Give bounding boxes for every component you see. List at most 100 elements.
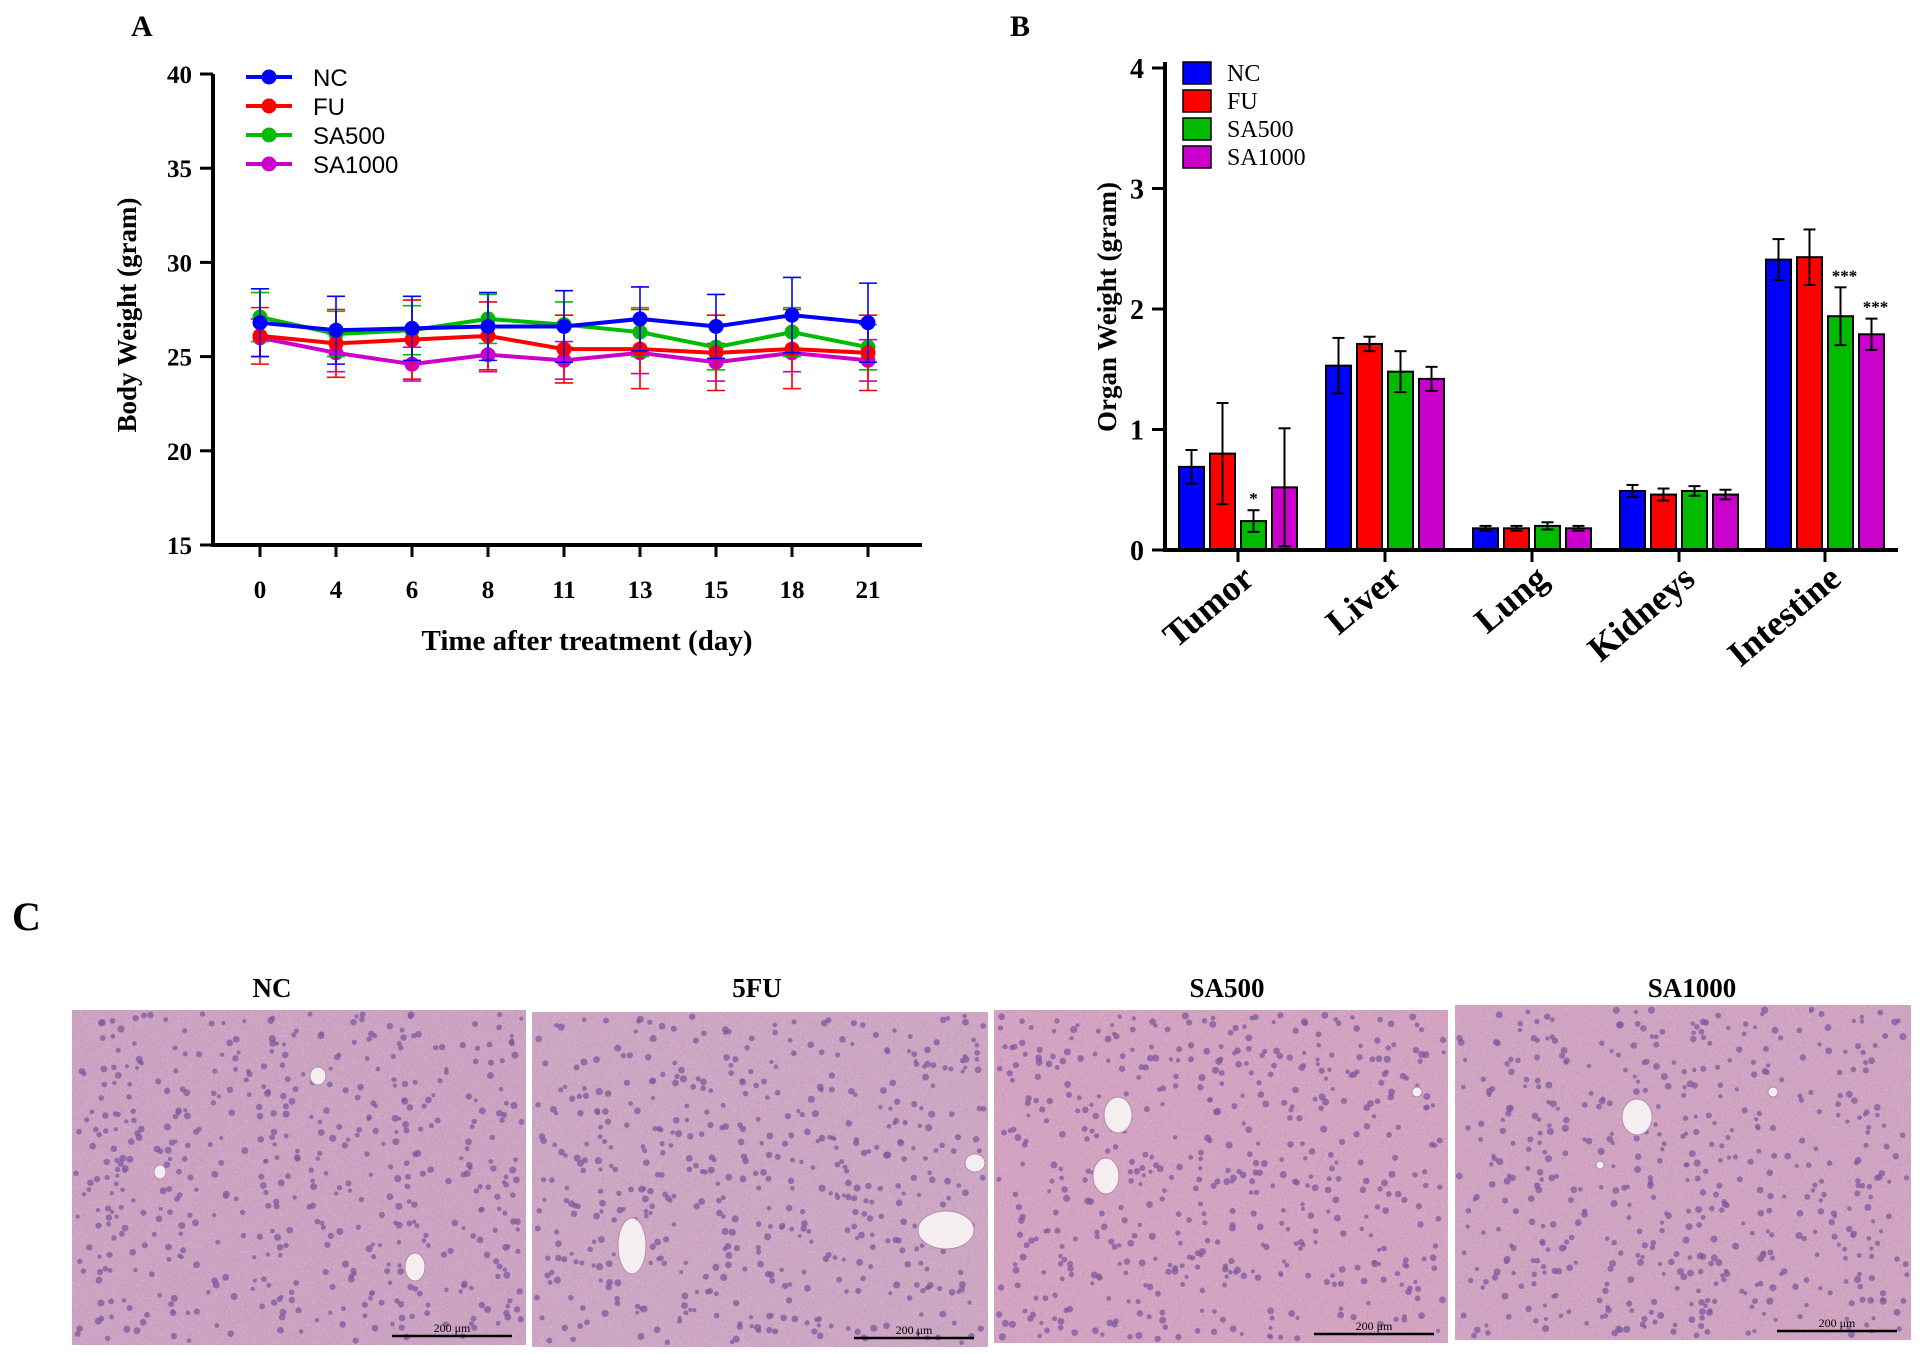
bar-kidneys-sa500 (1681, 489, 1708, 551)
histology-image-5fu: 5FU 200 μm (532, 973, 988, 1347)
legend-swatch-sa500 (1182, 117, 1212, 141)
body-weight-y-ticks: 15 20 25 30 35 40 (167, 62, 213, 560)
y-tick-label: 2 (1130, 295, 1144, 326)
data-point (404, 320, 420, 336)
blood-vessel (1103, 1096, 1133, 1134)
x-tick-label: 21 (856, 577, 881, 604)
histology-label: NC (253, 973, 292, 1003)
x-tick-label: 13 (628, 577, 653, 604)
legend-label-sa500: SA500 (313, 123, 385, 150)
y-tick-label: 1 (1130, 416, 1144, 447)
category-label-tumor: Tumor (1155, 557, 1261, 655)
bar-kidneys-nc (1619, 489, 1646, 551)
data-point (784, 307, 800, 323)
legend-swatch-sa1000 (1182, 145, 1212, 169)
data-point (480, 318, 496, 334)
data-point (708, 318, 724, 334)
panel-a-letter: A (131, 10, 153, 43)
body-weight-y-label: Body Weight (gram) (112, 198, 142, 433)
category-label-kidneys: Kidneys (1580, 557, 1702, 669)
bar-group-lung (1472, 521, 1592, 552)
bar-liver-sa500 (1387, 370, 1414, 551)
blood-vessel (1092, 1157, 1120, 1195)
body-weight-series-marks (251, 276, 877, 392)
data-point (252, 315, 268, 331)
blood-vessel (153, 1164, 167, 1180)
legend-marker-nc (261, 69, 277, 85)
bar-intestine-sa1000 (1858, 333, 1885, 551)
histology-image-nc: NC 200 μm (72, 973, 526, 1345)
y-tick-label: 25 (167, 345, 192, 372)
significance-marker: *** (1863, 298, 1889, 317)
bar-liver-fu (1356, 342, 1383, 551)
scale-bar-label: 200 μm (1356, 1319, 1393, 1333)
legend-marker-sa1000 (261, 156, 277, 172)
bar-kidneys-sa1000 (1712, 493, 1739, 552)
blood-vessel (917, 1210, 975, 1250)
series-nc (251, 276, 877, 365)
histology-label: 5FU (732, 973, 782, 1003)
category-label-intestine: Intestine (1720, 557, 1848, 674)
bar-group-kidneys (1619, 483, 1739, 552)
bar-liver-nc (1325, 364, 1352, 552)
cell-nuclei (996, 1011, 1447, 1343)
blood-vessel (1621, 1098, 1653, 1136)
y-tick-label: 35 (167, 156, 192, 183)
x-tick-label: 8 (482, 577, 495, 604)
legend-label-nc: NC (313, 65, 348, 92)
y-tick-label: 4 (1130, 54, 1144, 85)
y-tick-label: 3 (1130, 175, 1144, 206)
bar-group-liver (1325, 335, 1445, 552)
legend-label-fu: FU (1227, 89, 1258, 115)
histology-panel: NC 200 μm 5FU 200 μm SA500 200 μm SA1000 200 μm (72, 973, 1911, 1347)
category-label-liver: Liver (1318, 557, 1408, 642)
organ-weight-y-ticks: 0 1 2 3 4 (1130, 54, 1165, 567)
y-tick-label: 30 (167, 250, 192, 277)
bar-intestine-sa500 (1827, 315, 1854, 552)
data-point (632, 311, 648, 327)
data-point (860, 315, 876, 331)
legend-swatch-fu (1182, 89, 1212, 113)
x-tick-label: 18 (780, 577, 805, 604)
scale-bar-label: 200 μm (434, 1321, 471, 1335)
legend-swatch-nc (1182, 61, 1212, 85)
data-point (556, 318, 572, 334)
panel-c-letter: C (12, 894, 41, 939)
x-tick-label: 6 (406, 577, 419, 604)
tissue-texture (1455, 1005, 1911, 1340)
y-tick-label: 15 (167, 533, 192, 560)
x-tick-label: 11 (552, 577, 576, 604)
histology-label: SA500 (1189, 973, 1264, 1003)
scale-bar-label: 200 μm (1819, 1316, 1856, 1330)
legend-marker-fu (261, 98, 277, 114)
bar-group-intestine: *** *** (1765, 228, 1889, 552)
bar-kidneys-fu (1650, 493, 1677, 552)
cell-nuclei (1456, 1006, 1910, 1339)
bar-liver-sa1000 (1418, 377, 1445, 552)
blood-vessel (309, 1066, 327, 1086)
blood-vessel (964, 1153, 986, 1173)
tissue-texture (532, 1012, 988, 1347)
cell-nuclei (534, 1013, 987, 1345)
histology-image-sa1000: SA1000 200 μm (1455, 973, 1911, 1340)
tissue-texture (72, 1010, 526, 1345)
y-tick-label: 40 (167, 62, 192, 89)
organ-weight-category-labels: Tumor Liver Lung Kidneys Intestine (1155, 550, 1848, 674)
organ-weight-y-label: Organ Weight (gram) (1092, 182, 1122, 432)
category-label-lung: Lung (1467, 557, 1556, 640)
histology-image-sa500: SA500 200 μm (994, 973, 1448, 1343)
legend-label-fu: FU (313, 94, 345, 121)
blood-vessel (404, 1252, 426, 1282)
significance-marker: * (1249, 489, 1258, 508)
blood-vessel (1411, 1086, 1423, 1098)
legend-label-nc: NC (1227, 61, 1260, 87)
blood-vessel (617, 1217, 647, 1275)
x-tick-label: 0 (254, 577, 267, 604)
cell-nuclei (73, 1011, 525, 1344)
x-tick-label: 4 (330, 577, 343, 604)
blood-vessel (1767, 1086, 1779, 1098)
